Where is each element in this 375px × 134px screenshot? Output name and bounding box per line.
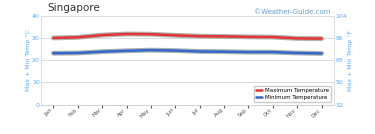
Text: ©Weather-Guide.com: ©Weather-Guide.com: [254, 9, 330, 15]
Legend: Maximum Temperature, Minimum Temperature: Maximum Temperature, Minimum Temperature: [254, 86, 331, 102]
Y-axis label: Max + Min Temp °F: Max + Min Temp °F: [348, 30, 353, 91]
Y-axis label: Max + Min Temp °C: Max + Min Temp °C: [26, 29, 31, 91]
Text: Singapore: Singapore: [47, 3, 100, 13]
